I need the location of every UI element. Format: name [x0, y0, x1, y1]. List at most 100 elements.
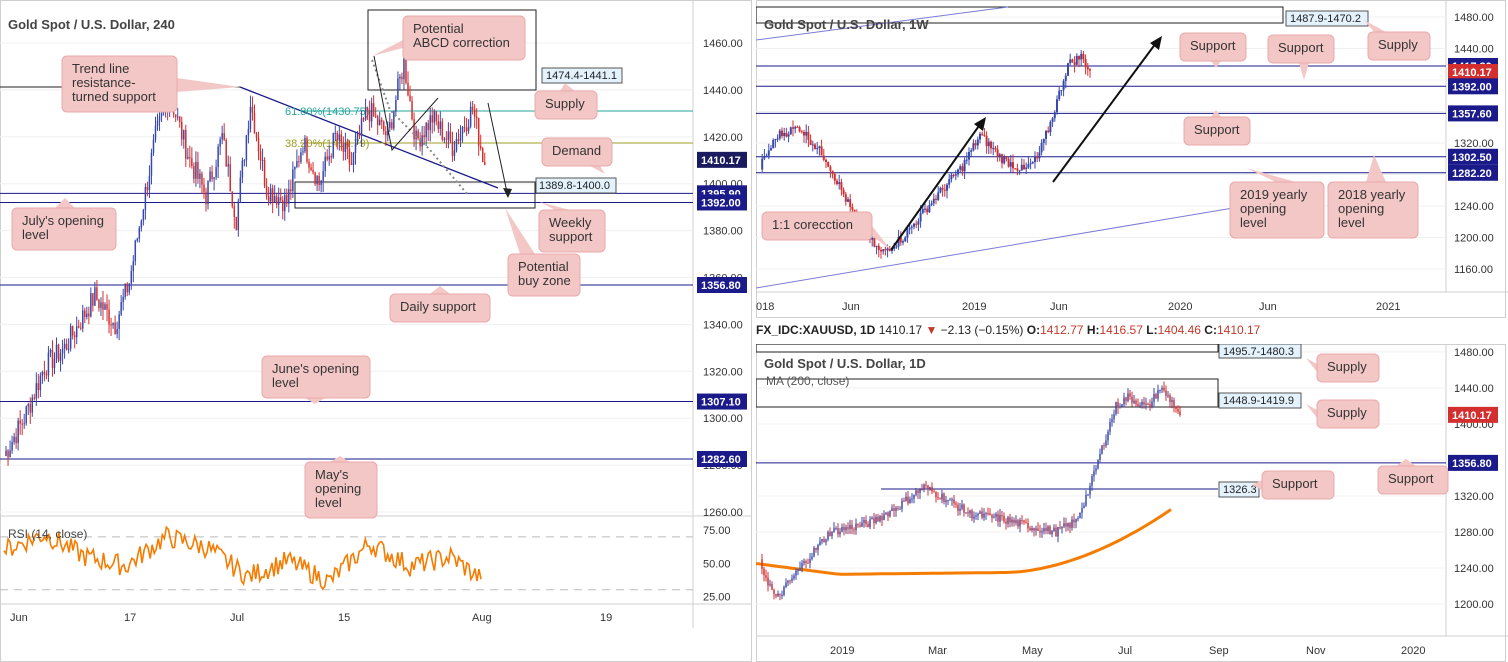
weekly-candle-body [1031, 162, 1034, 164]
header-open-label: O: [1026, 323, 1041, 337]
h4-candle-body [473, 109, 476, 117]
daily-candle-body [901, 500, 903, 509]
daily-candle-body [1133, 400, 1135, 403]
h4-candle-body [356, 134, 359, 145]
weekly-candle-body [1020, 164, 1023, 171]
weekly-price-tag-label: 1357.60 [1452, 108, 1492, 120]
h4-candle-body [477, 118, 480, 147]
daily-candle-body [1093, 471, 1095, 477]
h4-may-note-box [304, 461, 378, 519]
h4-projection-arrowhead [503, 188, 512, 198]
h4-candle-body [320, 180, 322, 186]
h4-price-tag-label: 1356.80 [701, 280, 741, 292]
daily-candle-body [919, 489, 921, 493]
daily-candles [761, 381, 1181, 601]
daily-candle-body [991, 515, 993, 518]
weekly-candle-body [996, 149, 999, 158]
daily-candle-body [1055, 527, 1057, 537]
weekly-candle-body [924, 208, 926, 210]
h4-candle-body [279, 197, 282, 201]
h4-candle-body [399, 76, 401, 79]
h4-candle-body [439, 121, 442, 129]
daily-candle-body [1047, 526, 1049, 531]
weekly-candle-body [1014, 168, 1017, 170]
h4-june-note-box [261, 355, 371, 399]
daily-candle-body [807, 562, 809, 564]
weekly-candle-body [906, 229, 909, 238]
h4-candle-body [108, 309, 110, 325]
daily-candle-body [1173, 400, 1175, 408]
weekly-candle-body [1005, 157, 1008, 159]
h4-candle-body [138, 227, 141, 239]
weekly-candle-body [781, 130, 783, 137]
h4-candle-body [77, 326, 80, 328]
daily-supply-zone [756, 378, 1219, 408]
weekly-candle-body [888, 248, 891, 251]
weekly-candle-body [928, 204, 931, 213]
weekly-candle-body [1089, 69, 1091, 71]
header-low-label: L: [1146, 323, 1158, 337]
weekly-candle-body [893, 246, 896, 250]
daily-candle-body [1081, 508, 1083, 513]
header-change: −2.13 (−0.15%) [940, 323, 1024, 337]
h4-candle-body [316, 176, 318, 185]
h4-candle-body [185, 129, 187, 159]
daily-candle-body [1031, 527, 1033, 531]
h4-candle-body [409, 95, 411, 101]
daily-candle-body [931, 486, 933, 492]
daily-candle-body [809, 559, 811, 563]
daily-candle-body [1027, 523, 1029, 529]
daily-candle-body [769, 584, 771, 586]
h4-candle-body [374, 115, 377, 117]
weekly-2018-note-pointer [1366, 155, 1386, 182]
daily-candle-body [957, 504, 959, 511]
daily-candle-body [1099, 453, 1101, 460]
h4-candle-body [251, 106, 254, 113]
weekly-candle-body [800, 131, 803, 133]
h4-price-tag [697, 393, 747, 410]
h4-candle-body [271, 188, 274, 203]
daily-candle-body [1045, 528, 1047, 531]
weekly-candle-body [871, 237, 874, 240]
h4-candle-body [348, 148, 351, 164]
h4-buy-zone [294, 181, 536, 209]
weekly-correction-note-pointer [872, 226, 891, 250]
weekly-candle-body [908, 227, 911, 230]
daily-candle-body [789, 580, 791, 582]
h4-candle-body [43, 372, 46, 375]
h4-candle-body [294, 166, 296, 170]
weekly-candle-body [880, 249, 882, 252]
h4-chart-panel[interactable]: 61.80%(1430.75) 38.20%(1414.79) 1474.4-1… [0, 0, 752, 662]
daily-candle-body [1109, 422, 1111, 432]
daily-candle-body [1007, 517, 1009, 524]
weekly-chart-panel[interactable]: 1487.9-1470.2 Support Support Supply Suppor… [756, 0, 1508, 318]
h4-candle-body [197, 161, 199, 179]
weekly-candle-body [972, 143, 975, 151]
h4-candle-body [366, 107, 369, 111]
h4-candle-body [227, 164, 229, 167]
weekly-candle-body [899, 237, 902, 243]
h4-candle-body [350, 163, 353, 165]
daily-price-tag-label: 1410.17 [1452, 410, 1492, 422]
weekly-2019-note-box [1229, 181, 1325, 239]
weekly-candle-body [840, 182, 843, 190]
daily-candle-body [947, 500, 949, 502]
daily-candle-body [839, 531, 841, 535]
daily-candle-body [1125, 397, 1127, 401]
h4-candle-body [51, 349, 54, 368]
h4-time-label: Jun [10, 612, 28, 624]
weekly-candle-body [981, 133, 984, 135]
daily-time-label: 2019 [830, 645, 854, 657]
daily-candle-body [979, 511, 981, 514]
daily-support1-note-box [1261, 470, 1335, 500]
daily-candle-body [989, 513, 991, 516]
h4-price-tag [697, 277, 747, 294]
h4-candle-body [114, 322, 116, 335]
h4-trendline-note-text: turned support [72, 89, 156, 104]
daily-candle-body [1119, 406, 1121, 408]
weekly-candle-body [968, 151, 970, 160]
daily-chart-panel[interactable]: 1495.7-1480.3 1448.9-1419.9 1326.3 Suppl… [756, 344, 1508, 662]
weekly-price-tag [1448, 78, 1498, 95]
weekly-candle-body [1069, 59, 1072, 64]
daily-tick-label: 1440.00 [1454, 383, 1494, 395]
